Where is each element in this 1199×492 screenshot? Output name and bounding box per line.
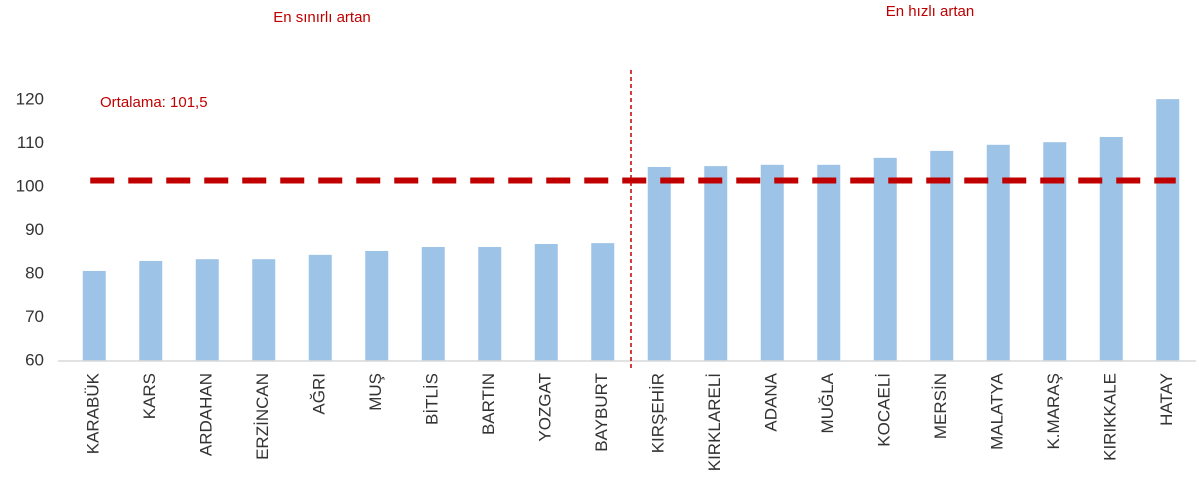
- x-tick-label: BİTLİS: [423, 373, 442, 425]
- x-tick-label: AĞRI: [310, 373, 329, 415]
- annotation-mean: Ortalama: 101,5: [100, 94, 208, 111]
- x-tick-label: ARDAHAN: [197, 373, 216, 456]
- x-tick-label: KIRŞEHİR: [649, 373, 668, 453]
- x-tick-label: MUŞ: [366, 373, 385, 411]
- bar: [930, 150, 954, 361]
- x-tick-label: KOCAELİ: [875, 373, 894, 447]
- y-tick-label: 90: [25, 220, 44, 239]
- x-tick-label: KARABÜK: [84, 372, 103, 454]
- bar: [308, 254, 332, 361]
- bar: [139, 260, 163, 361]
- x-tick-label: HATAY: [1157, 373, 1176, 426]
- bar: [534, 243, 558, 361]
- bar: [252, 259, 276, 361]
- bar: [986, 144, 1010, 361]
- bar: [760, 164, 784, 361]
- x-tick-label: ERZİNCAN: [253, 373, 272, 460]
- x-tick-label: MERSİN: [931, 373, 950, 439]
- y-tick-label: 80: [25, 263, 44, 282]
- bar: [873, 157, 897, 361]
- bar: [647, 166, 671, 361]
- bar: [817, 164, 841, 361]
- bar: [1043, 142, 1067, 361]
- x-tick-label: MALATYA: [988, 372, 1007, 449]
- x-tick-label: KIRKLARELİ: [705, 373, 724, 471]
- x-tick-label: KARS: [140, 373, 159, 419]
- bar: [1099, 136, 1123, 361]
- bar: [195, 259, 219, 361]
- y-tick-label: 120: [16, 89, 44, 108]
- y-tick-label: 70: [25, 307, 44, 326]
- bar: [421, 247, 445, 361]
- bar: [478, 247, 502, 361]
- annotation-right: En hızlı artan: [886, 3, 974, 20]
- x-tick-label: K.MARAŞ: [1044, 373, 1063, 450]
- bar: [1156, 99, 1180, 361]
- x-tick-label: KIRIKKALE: [1101, 373, 1120, 461]
- x-tick-label: ADANA: [762, 372, 781, 431]
- x-tick-label: MUĞLA: [818, 372, 837, 433]
- y-tick-label: 60: [25, 350, 44, 369]
- y-tick-label: 110: [17, 133, 44, 152]
- bar: [365, 250, 389, 361]
- bar: [704, 166, 728, 361]
- x-tick-label: BARTIN: [479, 373, 498, 435]
- annotation-left: En sınırlı artan: [273, 9, 371, 26]
- y-tick-label: 100: [16, 176, 44, 195]
- x-tick-label: BAYBURT: [592, 373, 611, 452]
- x-tick-label: YOZGAT: [536, 373, 555, 442]
- bar: [591, 243, 615, 361]
- bar: [82, 270, 106, 361]
